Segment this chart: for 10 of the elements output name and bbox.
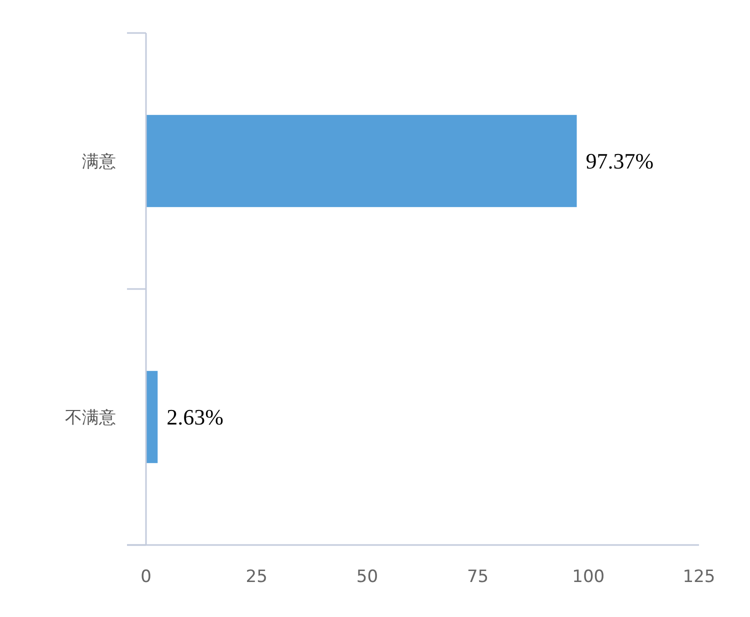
x-tick-label: 25 bbox=[246, 567, 268, 587]
x-tick-label: 100 bbox=[572, 567, 605, 587]
x-tick-label: 125 bbox=[682, 567, 716, 587]
y-tick-label: 不满意 bbox=[65, 408, 116, 428]
data-label: 97.37% bbox=[586, 148, 654, 174]
data-label: 2.63% bbox=[166, 404, 224, 430]
y-tick-label: 满意 bbox=[82, 152, 116, 172]
x-tick-label: 50 bbox=[356, 567, 378, 587]
x-tick-label: 0 bbox=[140, 567, 152, 587]
x-tick-label: 75 bbox=[466, 567, 489, 587]
